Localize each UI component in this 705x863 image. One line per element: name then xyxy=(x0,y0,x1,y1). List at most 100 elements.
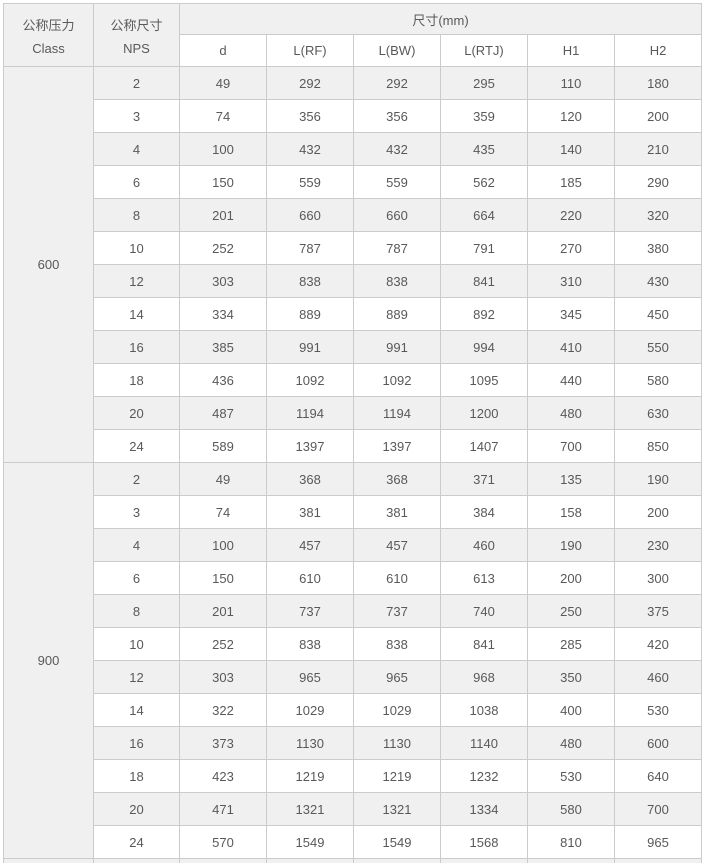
header-col-lrf: L(RF) xyxy=(266,34,354,67)
table-cell: 810 xyxy=(527,825,615,859)
table-cell: 471 xyxy=(179,792,267,826)
table-cell: 480 xyxy=(527,396,615,430)
header-size-cn: 公称尺寸 xyxy=(110,17,163,33)
table-cell: 375 xyxy=(614,594,702,628)
table-cell: 8 xyxy=(93,594,180,628)
table-cell: 310 xyxy=(527,264,615,298)
table-cell: 8 xyxy=(93,198,180,232)
table-cell: 1219 xyxy=(353,759,441,793)
table-cell: 410 xyxy=(527,330,615,364)
table-cell xyxy=(179,858,267,863)
table-cell: 12 xyxy=(93,660,180,694)
header-row-main: 公称压力 Class 公称尺寸 NPS 尺寸(mm) xyxy=(3,3,702,67)
table-cell: 381 xyxy=(266,495,354,529)
table-cell: 530 xyxy=(527,759,615,793)
table-cell: 1092 xyxy=(353,363,441,397)
table-cell: 12 xyxy=(93,264,180,298)
table-cell: 1194 xyxy=(266,396,354,430)
table-cell: 440 xyxy=(527,363,615,397)
table-row: 24 570 1549 1549 1568 810 965 xyxy=(4,825,702,859)
table-cell: 737 xyxy=(266,594,354,628)
table-cell: 1549 xyxy=(353,825,441,859)
class-cell: 900 xyxy=(3,462,94,859)
header-pressure: 公称压力 Class xyxy=(3,3,94,67)
table-cell xyxy=(527,858,615,863)
table-cell: 320 xyxy=(614,198,702,232)
table-cell: 1568 xyxy=(440,825,528,859)
table-cell: 74 xyxy=(179,495,267,529)
table-cell: 432 xyxy=(353,132,441,166)
table-cell: 700 xyxy=(527,429,615,463)
table-cell: 1232 xyxy=(440,759,528,793)
table-cell: 562 xyxy=(440,165,528,199)
table-cell: 150 xyxy=(179,165,267,199)
table-cell: 201 xyxy=(179,594,267,628)
table-cell: 368 xyxy=(353,462,441,496)
table-cell: 610 xyxy=(353,561,441,595)
table-cell: 838 xyxy=(266,264,354,298)
table-cell: 457 xyxy=(353,528,441,562)
table-cell: 385 xyxy=(179,330,267,364)
table-cell: 100 xyxy=(179,132,267,166)
header-col-h2: H2 xyxy=(614,34,702,67)
table-cell: 356 xyxy=(266,99,354,133)
table-cell: 1397 xyxy=(266,429,354,463)
table-cell: 787 xyxy=(266,231,354,265)
table-row: 600 2 49 292 292 295 110 180 xyxy=(3,66,702,463)
table-cell: 16 xyxy=(93,726,180,760)
table-cell: 530 xyxy=(614,693,702,727)
table-cell: 3 xyxy=(93,495,180,529)
table-cell: 1038 xyxy=(440,693,528,727)
table-cell: 16 xyxy=(93,330,180,364)
table-cell: 580 xyxy=(614,363,702,397)
table-row: 4 100 432 432 435 140 210 xyxy=(4,132,702,166)
table-cell: 1140 xyxy=(440,726,528,760)
table-cell: 295 xyxy=(440,66,528,100)
table-cell: 18 xyxy=(93,759,180,793)
table-cell: 423 xyxy=(179,759,267,793)
table-cell: 180 xyxy=(614,66,702,100)
table-row: 14 334 889 889 892 345 450 xyxy=(4,297,702,331)
table-cell: 559 xyxy=(353,165,441,199)
table-cell: 24 xyxy=(93,825,180,859)
table-cell: 135 xyxy=(527,462,615,496)
table-row: 20 471 1321 1321 1334 580 700 xyxy=(4,792,702,826)
table-head: 公称压力 Class 公称尺寸 NPS 尺寸(mm) d L(RF) L(BW)… xyxy=(3,3,702,67)
table-cell: 889 xyxy=(353,297,441,331)
table-cell: 550 xyxy=(614,330,702,364)
table-cell: 2 xyxy=(93,462,180,496)
table-cell: 110 xyxy=(527,66,615,100)
table-cell: 334 xyxy=(179,297,267,331)
table-cell: 230 xyxy=(614,528,702,562)
table-cell: 841 xyxy=(440,264,528,298)
table-cell xyxy=(266,858,354,863)
header-col-h1: H1 xyxy=(527,34,615,67)
dimension-table: 公称压力 Class 公称尺寸 NPS 尺寸(mm) d L(RF) L(BW)… xyxy=(3,3,702,863)
table-cell: 140 xyxy=(527,132,615,166)
table-cell: 559 xyxy=(266,165,354,199)
table-row: 8 201 737 737 740 250 375 xyxy=(4,594,702,628)
table-cell: 210 xyxy=(614,132,702,166)
table-row: 10 252 787 787 791 270 380 xyxy=(4,231,702,265)
table-cell: 740 xyxy=(440,594,528,628)
table-cell: 1130 xyxy=(353,726,441,760)
table-cell: 570 xyxy=(179,825,267,859)
table-cell: 435 xyxy=(440,132,528,166)
table-cell: 24 xyxy=(93,429,180,463)
header-size-en: NPS xyxy=(123,40,150,56)
table-cell: 200 xyxy=(527,561,615,595)
table-cell: 737 xyxy=(353,594,441,628)
table-cell: 994 xyxy=(440,330,528,364)
table-cell: 270 xyxy=(527,231,615,265)
table-cell: 252 xyxy=(179,231,267,265)
table-cell: 190 xyxy=(527,528,615,562)
table-cell: 991 xyxy=(266,330,354,364)
table-cell: 252 xyxy=(179,627,267,661)
table-cell: 838 xyxy=(353,627,441,661)
table-cell: 1407 xyxy=(440,429,528,463)
table-cell: 660 xyxy=(266,198,354,232)
table-cell: 630 xyxy=(614,396,702,430)
table-row: 18 423 1219 1219 1232 530 640 xyxy=(4,759,702,793)
table-row: 24 589 1397 1397 1407 700 850 xyxy=(4,429,702,463)
table-cell: 285 xyxy=(527,627,615,661)
